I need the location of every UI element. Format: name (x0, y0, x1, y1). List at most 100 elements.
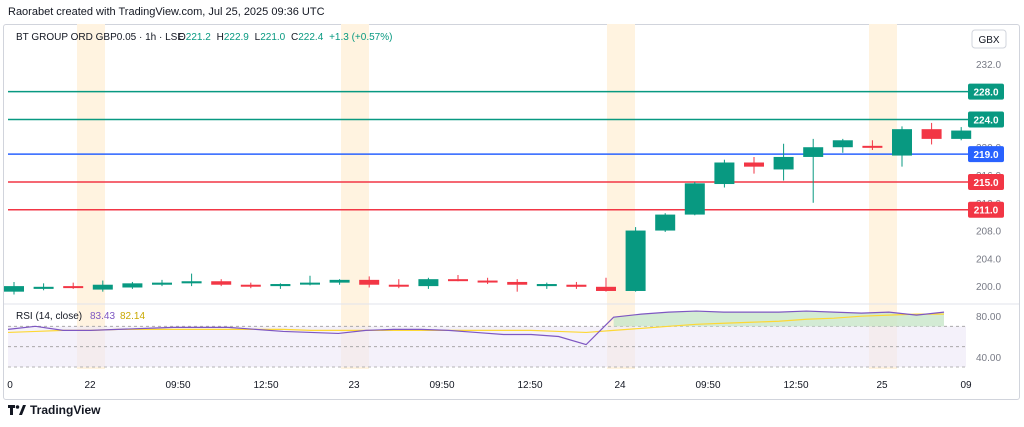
legend-close: 222.4 (298, 32, 323, 43)
level-tag-228.0 (968, 83, 1004, 100)
candle-31 (921, 122, 942, 145)
candle-body (92, 284, 113, 290)
candle-body (832, 140, 853, 148)
session-highlight-3 (869, 24, 897, 369)
level-tag-text: 228.0 (973, 88, 998, 99)
candle-15 (448, 275, 468, 282)
candle-body (359, 279, 380, 285)
level-tag-215.0 (968, 173, 1004, 190)
time-tick-label: 09:50 (165, 380, 190, 391)
candle-body (270, 284, 291, 287)
time-tick-label: 12:50 (253, 380, 278, 391)
candle-26 (773, 143, 794, 181)
tradingview-logo-icon (8, 405, 26, 415)
candle-5 (152, 279, 172, 287)
candle-body (921, 129, 942, 139)
candle-28 (832, 138, 853, 153)
candle-9 (270, 283, 291, 289)
rsi-band (8, 326, 966, 367)
candle-22 (655, 213, 676, 232)
level-tag-text: 224.0 (973, 115, 998, 126)
candle-body (655, 214, 676, 231)
candle-body (448, 279, 468, 282)
candle-body (803, 147, 824, 157)
legend-symbol: BT GROUP ORD GBP0.05 · 1h · LSE (16, 32, 184, 43)
chart-frame[interactable] (3, 24, 1020, 400)
session-highlight-1 (341, 24, 369, 369)
candle-24 (714, 159, 735, 188)
candle-body (122, 283, 143, 288)
currency-box[interactable]: GBX (971, 29, 1007, 49)
level-tag-text: 219.0 (973, 150, 998, 161)
candle-body (596, 286, 616, 291)
attribution-text: Raorabet created with TradingView.com, J… (8, 6, 325, 18)
legend-low-label: L (255, 32, 261, 43)
level-tag-211.0 (968, 201, 1004, 218)
candle-body (951, 130, 972, 139)
time-axis: 0 22 09:50 12:50 23 09:50 12:50 24 09:50 12:50 25 0… (7, 380, 972, 391)
header-bar: Raorabet created with TradingView.com, J… (0, 0, 1024, 24)
candles (4, 122, 972, 295)
candle-6 (181, 273, 202, 287)
time-tick-label: 25 (876, 380, 888, 391)
rsi-line (7, 310, 945, 346)
candle-body (152, 282, 172, 285)
legend-change: +1.3 (+0.57%) (329, 32, 392, 43)
rsi-tick-label: 80.00 (976, 312, 1001, 323)
price-tick-label: 232.0 (976, 60, 1001, 71)
candle-10 (300, 275, 320, 286)
candle-27 (803, 138, 824, 203)
level-tag-224.0 (968, 111, 1004, 128)
candle-body (240, 284, 261, 287)
rsi-overbought-fill (613, 311, 944, 327)
session-highlight-0 (77, 24, 105, 369)
rsi-pane (4, 303, 1019, 368)
legend-high-label: H (217, 32, 224, 43)
candle-body (181, 281, 202, 284)
candle-body (625, 230, 646, 291)
time-tick-label: 12:50 (517, 380, 542, 391)
legend-open: 221.2 (186, 32, 211, 43)
price-tick-label: 208.0 (976, 227, 1001, 238)
legend: BT GROUP ORD GBP0.05 · 1h · LSE O221.2 H… (16, 32, 392, 322)
rsi-ma-line (7, 313, 944, 334)
time-tick-label: 0 (7, 380, 13, 391)
rsi-tick-label: 40.00 (976, 353, 1001, 364)
candle-body (566, 284, 587, 287)
candle-body (418, 279, 439, 287)
time-tick-label: 09 (960, 380, 972, 391)
candle-30 (892, 126, 912, 167)
rsi-legend-value: 83.43 (90, 311, 115, 322)
candle-23 (684, 181, 705, 216)
level-tag-219.0 (968, 146, 1004, 163)
candle-body (211, 281, 232, 285)
time-tick-label: 09:50 (695, 380, 720, 391)
candle-17 (507, 279, 528, 292)
candle-12 (359, 276, 380, 288)
legend-high: 222.9 (224, 32, 249, 43)
candle-20 (596, 277, 616, 292)
price-tick-label: 200.0 (976, 282, 1001, 293)
candle-0 (4, 281, 24, 295)
candle-body (773, 156, 794, 170)
candle-body (714, 162, 735, 185)
candle-8 (240, 282, 261, 289)
tradingview-logo[interactable]: TradingView (8, 403, 100, 417)
candle-body (744, 162, 764, 167)
time-tick-label: 09:50 (429, 380, 454, 391)
candle-13 (388, 279, 409, 289)
candle-body (477, 280, 498, 283)
candle-body (33, 286, 54, 289)
candle-body (892, 129, 912, 156)
time-tick-label: 24 (614, 380, 626, 391)
candle-32 (951, 127, 972, 141)
candle-1 (33, 283, 54, 291)
candle-7 (211, 279, 232, 287)
legend-low: 221.0 (260, 32, 285, 43)
price-axis: 200.0204.0208.0212.0216.0220.0232.0228.0… (968, 60, 1004, 364)
time-tick-label: 22 (84, 380, 96, 391)
candle-body (329, 279, 350, 283)
candle-21 (625, 227, 646, 292)
